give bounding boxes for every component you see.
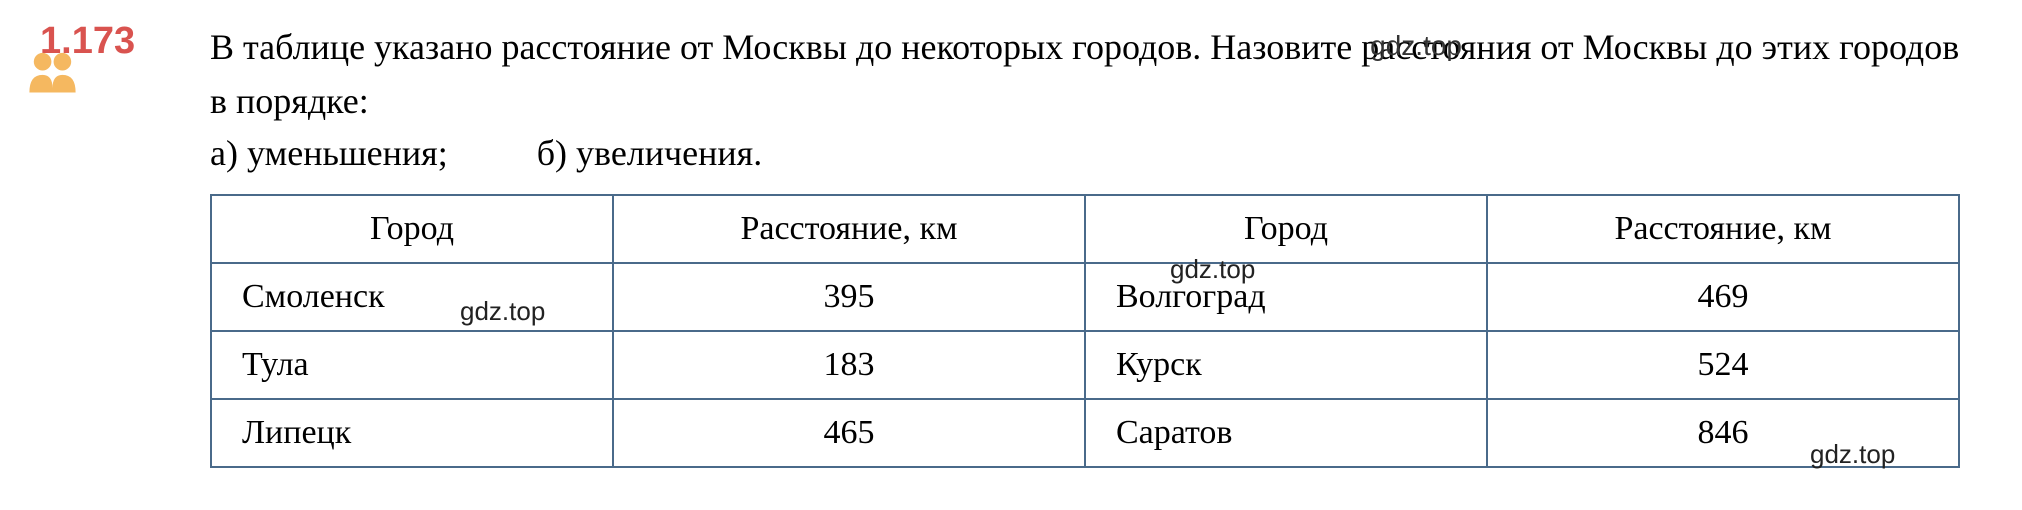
- cell-distance: 465: [613, 399, 1085, 467]
- table-row: Тула 183 Курск 524: [211, 331, 1959, 399]
- cell-city: Тула: [211, 331, 613, 399]
- sub-item-b: б) увеличения.: [537, 132, 762, 174]
- header-city-left: Город: [211, 195, 613, 263]
- cell-distance: 469: [1487, 263, 1959, 331]
- cell-distance: 395: [613, 263, 1085, 331]
- cell-city: Курск: [1085, 331, 1487, 399]
- table-wrapper: Город Расстояние, км Город Расстояние, к…: [210, 194, 1982, 468]
- header-distance-left: Расстояние, км: [613, 195, 1085, 263]
- problem-number-wrapper: 1.173: [40, 20, 180, 63]
- cell-city: Смоленск: [211, 263, 613, 331]
- watermark-main: gdz.top: [1370, 30, 1462, 62]
- people-icon: [25, 48, 80, 93]
- header-distance-right: Расстояние, км: [1487, 195, 1959, 263]
- table-row: Смоленск 395 Волгоград 469: [211, 263, 1959, 331]
- sub-item-a: а) уменьшения;: [210, 132, 448, 174]
- cell-distance: 846: [1487, 399, 1959, 467]
- cell-city: Волгоград: [1085, 263, 1487, 331]
- sub-items: а) уменьшения; б) увеличения.: [210, 132, 1982, 174]
- problem-container: 1.173 В таблице указано расстояние от Мо…: [40, 20, 1982, 174]
- problem-content: В таблице указано расстояние от Москвы д…: [210, 20, 1982, 174]
- cell-distance: 183: [613, 331, 1085, 399]
- table-row: Липецк 465 Саратов 846: [211, 399, 1959, 467]
- cell-distance: 524: [1487, 331, 1959, 399]
- table-header-row: Город Расстояние, км Город Расстояние, к…: [211, 195, 1959, 263]
- cell-city: Саратов: [1085, 399, 1487, 467]
- cell-city: Липецк: [211, 399, 613, 467]
- distance-table: Город Расстояние, км Город Расстояние, к…: [210, 194, 1960, 468]
- header-city-right: Город: [1085, 195, 1487, 263]
- problem-text: В таблице указано расстояние от Москвы д…: [210, 20, 1982, 128]
